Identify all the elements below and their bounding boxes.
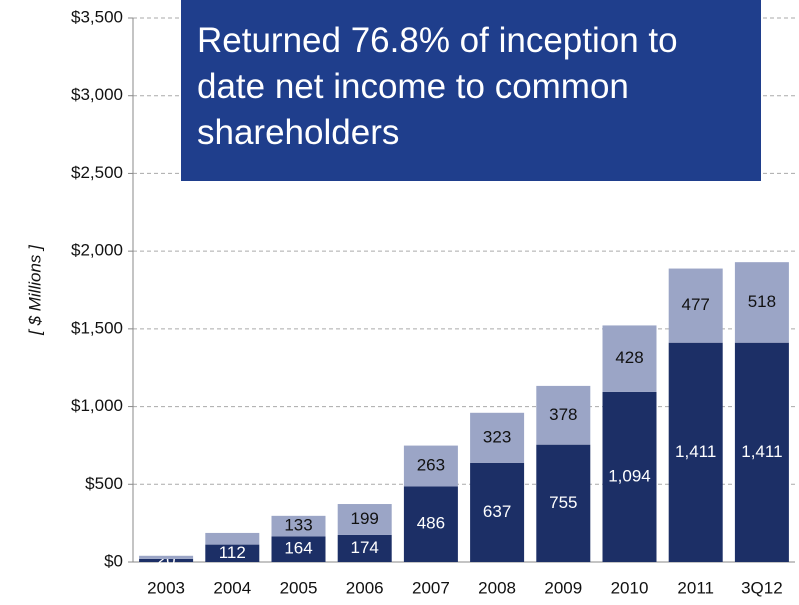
y-axis-label: [ $ Millions ] [25, 244, 44, 336]
value-label: 112 [219, 543, 246, 562]
bar-segment [205, 544, 260, 562]
value-label: 263 [417, 456, 445, 475]
bar-segment [205, 532, 260, 545]
bar-segment [271, 515, 326, 537]
y-tick-label: $0 [104, 551, 123, 570]
y-tick-label: $500 [85, 474, 123, 493]
value-label: 323 [483, 427, 511, 446]
x-tick-label: 2007 [412, 578, 450, 597]
bar-segment [602, 391, 657, 562]
x-tick-label: 2006 [346, 578, 384, 597]
bar-segment [139, 555, 194, 559]
bar-segment [734, 342, 789, 562]
y-tick-label: $3,000 [71, 85, 123, 104]
value-label: 1,411 [741, 442, 782, 461]
value-label: 428 [615, 348, 643, 367]
bar-segment [536, 385, 591, 445]
bar-segment [602, 325, 657, 392]
y-tick-label: $1,500 [71, 318, 123, 337]
bar-segment [470, 462, 525, 562]
bar-segment [271, 536, 326, 562]
x-tick-label: 2010 [611, 578, 649, 597]
bar-segment [337, 504, 392, 535]
x-tick-label: 2009 [544, 578, 582, 597]
value-label: 164 [284, 539, 312, 558]
x-tick-label: 2011 [677, 578, 714, 597]
x-tick-label: 2003 [147, 578, 185, 597]
value-label: 199 [351, 509, 379, 528]
bar-segment [403, 486, 458, 562]
bar-segment [403, 445, 458, 487]
value-label: 637 [483, 502, 511, 521]
x-tick-label: 2004 [213, 578, 251, 597]
bar-segment [734, 262, 789, 343]
value-label: 486 [417, 514, 445, 533]
bar-segment [470, 412, 525, 463]
bar-segment [668, 342, 723, 562]
bar-segment [139, 558, 194, 562]
value-label: 378 [549, 405, 577, 424]
value-label: 133 [284, 516, 312, 535]
value-label: 518 [748, 292, 776, 311]
x-tick-label: 2005 [280, 578, 318, 597]
value-label: 755 [549, 493, 577, 512]
bar-segment [668, 268, 723, 343]
value-label: 174 [351, 538, 379, 557]
value-label: 20 [157, 550, 176, 569]
y-tick-label: $2,000 [71, 241, 123, 260]
y-tick-label: $1,000 [71, 396, 123, 415]
annotation: Returned 76.8% of inception to date net … [181, 0, 761, 181]
bar-segment [536, 444, 591, 562]
value-label: 1,411 [675, 442, 716, 461]
bar-segment [337, 534, 392, 562]
x-tick-label: 3Q12 [741, 578, 783, 597]
value-label: 477 [682, 295, 710, 314]
value-label: 1,094 [608, 466, 651, 485]
y-tick-label: $3,500 [71, 7, 123, 26]
x-tick-label: 2008 [478, 578, 516, 597]
y-tick-label: $2,500 [71, 163, 123, 182]
